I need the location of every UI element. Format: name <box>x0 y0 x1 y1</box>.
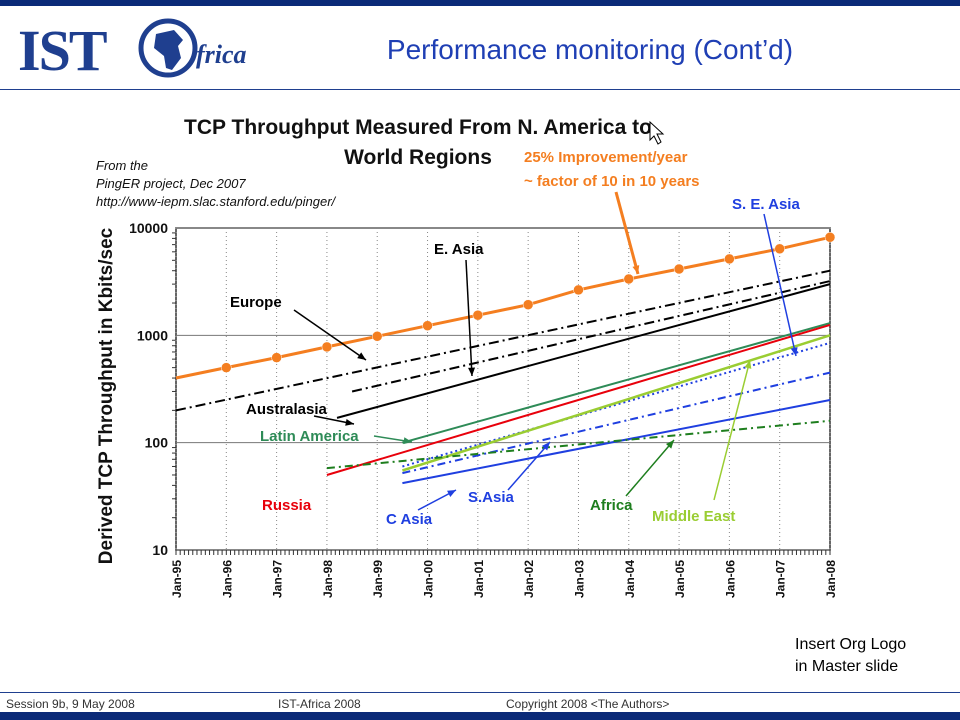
y-axis-ticks: 10 100 1000 10000 <box>129 220 168 558</box>
annotation-arrow-africa-head <box>665 440 674 449</box>
top-accent-bar <box>0 0 960 6</box>
chart-title-line1: TCP Throughput Measured From N. America … <box>184 116 652 139</box>
series-line-easia <box>351 280 831 393</box>
trend-data-point <box>371 331 383 342</box>
x-axis-ticks: Jan-95 Jan-96 Jan-97 Jan-98 Jan-99 Jan-00 Jan-… <box>170 560 838 598</box>
x-tick-label: Jan-98 <box>321 560 335 598</box>
trend-data-point <box>422 320 433 331</box>
annotation-label-australasia: Australasia <box>246 401 328 418</box>
trend-data-point <box>724 253 735 265</box>
improvement-note-line1: 25% Improvement/year <box>524 149 688 166</box>
annotation-arrow-africa <box>625 439 675 497</box>
insert-logo-note: Insert Org Logo in Master slide <box>795 634 906 678</box>
trend-data-point <box>472 309 484 321</box>
annotation-arrow-europe <box>293 309 367 361</box>
trend-data-point <box>522 299 534 310</box>
footer-session: Session 9b, 9 May 2008 <box>6 697 135 711</box>
footer-copyright: Copyright 2008 <The Authors> <box>506 697 670 711</box>
insert-logo-line2: in Master slide <box>795 658 899 675</box>
annotation-arrow-australasia-head <box>345 418 354 426</box>
annotation-label-casia: C Asia <box>386 511 433 528</box>
x-tick-label: Jan-02 <box>522 560 536 598</box>
y-tick-label: 1000 <box>137 327 168 343</box>
annotation-arrow-middleeast <box>713 359 751 501</box>
plot-frame <box>175 227 831 551</box>
logo-suffix: frica <box>196 40 247 69</box>
trend-data-point <box>271 352 282 363</box>
series-line-australasia <box>336 283 831 419</box>
x-tick-label: Jan-99 <box>371 560 385 598</box>
x-tick-label: Jan-08 <box>824 560 838 598</box>
series-line-europe <box>175 269 831 412</box>
annotation-label-africa: Africa <box>590 497 633 514</box>
annotation-arrow-casia-head <box>447 490 456 497</box>
annotation-arrow-sasia <box>507 441 551 491</box>
trend-data-point <box>824 232 836 243</box>
x-tick-label: Jan-97 <box>271 560 285 598</box>
ist-africa-logo: IST frica <box>18 18 258 84</box>
x-tick-label: Jan-03 <box>572 560 586 598</box>
series-line-middleeast <box>402 334 831 472</box>
series-line-casia <box>402 371 831 475</box>
chart-series <box>175 232 836 485</box>
x-tick-label: Jan-00 <box>422 560 436 598</box>
y-tick-label: 10 <box>152 542 168 558</box>
annotation-arrow-europe-head <box>357 352 366 360</box>
source-note-line3: http://www-iepm.slac.stanford.edu/pinger… <box>96 194 337 209</box>
annotation-label-latin: Latin America <box>260 428 359 445</box>
title-divider <box>0 89 960 90</box>
annotation-arrow-latin-head <box>403 437 412 445</box>
insert-logo-line1: Insert Org Logo <box>795 636 907 653</box>
annotation-arrow-trend-head <box>632 265 640 274</box>
annotation-arrow-middleeast-head <box>744 360 752 369</box>
trend-data-point <box>623 273 635 285</box>
annotation-label-seasia: S. E. Asia <box>732 196 800 213</box>
footer-event: IST-Africa 2008 <box>278 697 361 711</box>
y-tick-label: 10000 <box>129 220 168 236</box>
series-line-trend <box>175 235 831 380</box>
x-tick-label: Jan-06 <box>723 560 737 598</box>
x-tick-label: Jan-96 <box>220 560 234 598</box>
y-tick-label: 100 <box>145 435 169 451</box>
mouse-cursor-icon <box>649 120 665 145</box>
series-line-russia <box>326 323 831 476</box>
trend-data-point <box>673 263 685 275</box>
source-note-line2: PingER project, Dec 2007 <box>96 176 246 191</box>
slide-title: Performance monitoring (Cont’d) <box>386 34 794 65</box>
africa-map-icon <box>138 18 198 78</box>
throughput-chart: TCP Throughput Measured From N. America … <box>96 116 838 598</box>
footer-divider <box>0 692 960 693</box>
chart-title-line2: World Regions <box>344 146 492 169</box>
trend-data-point <box>321 341 333 353</box>
annotation-arrow-easia-head <box>468 367 476 376</box>
annotation-label-europe: Europe <box>230 294 282 311</box>
source-note-line1: From the <box>96 158 148 173</box>
annotation-label-middleeast: Middle East <box>652 508 735 525</box>
improvement-note-line2: ~ factor of 10 in 10 years <box>524 173 700 190</box>
logo-text: IST <box>18 18 108 83</box>
annotation-arrow-seasia <box>763 213 797 357</box>
series-line-africa <box>326 419 831 470</box>
x-tick-label: Jan-95 <box>170 560 184 598</box>
trend-data-point <box>573 284 584 296</box>
bottom-accent-bar <box>0 712 960 720</box>
trend-data-point <box>774 243 785 255</box>
chart-grid <box>172 227 831 555</box>
x-tick-label: Jan-01 <box>472 560 486 598</box>
x-tick-label: Jan-07 <box>774 560 788 598</box>
annotation-label-sasia: S.Asia <box>468 489 515 506</box>
trend-data-point <box>221 362 232 373</box>
x-tick-label: Jan-04 <box>623 560 637 598</box>
annotation-label-easia: E. Asia <box>434 241 484 258</box>
y-axis-label: Derived TCP Throughput in Kbits/sec <box>96 227 117 564</box>
series-line-latin <box>402 322 831 444</box>
annotation-arrow-seasia-head <box>790 347 798 356</box>
annotation-arrow-trend <box>614 191 640 275</box>
annotation-arrow-sasia-head <box>541 442 550 451</box>
series-line-seasia <box>402 341 831 468</box>
chart-annotations: Europe E. Asia Australasia Latin America Rus… <box>230 191 800 528</box>
annotation-label-russia: Russia <box>262 497 312 514</box>
x-tick-label: Jan-05 <box>673 560 687 598</box>
annotation-arrow-easia <box>465 259 473 377</box>
